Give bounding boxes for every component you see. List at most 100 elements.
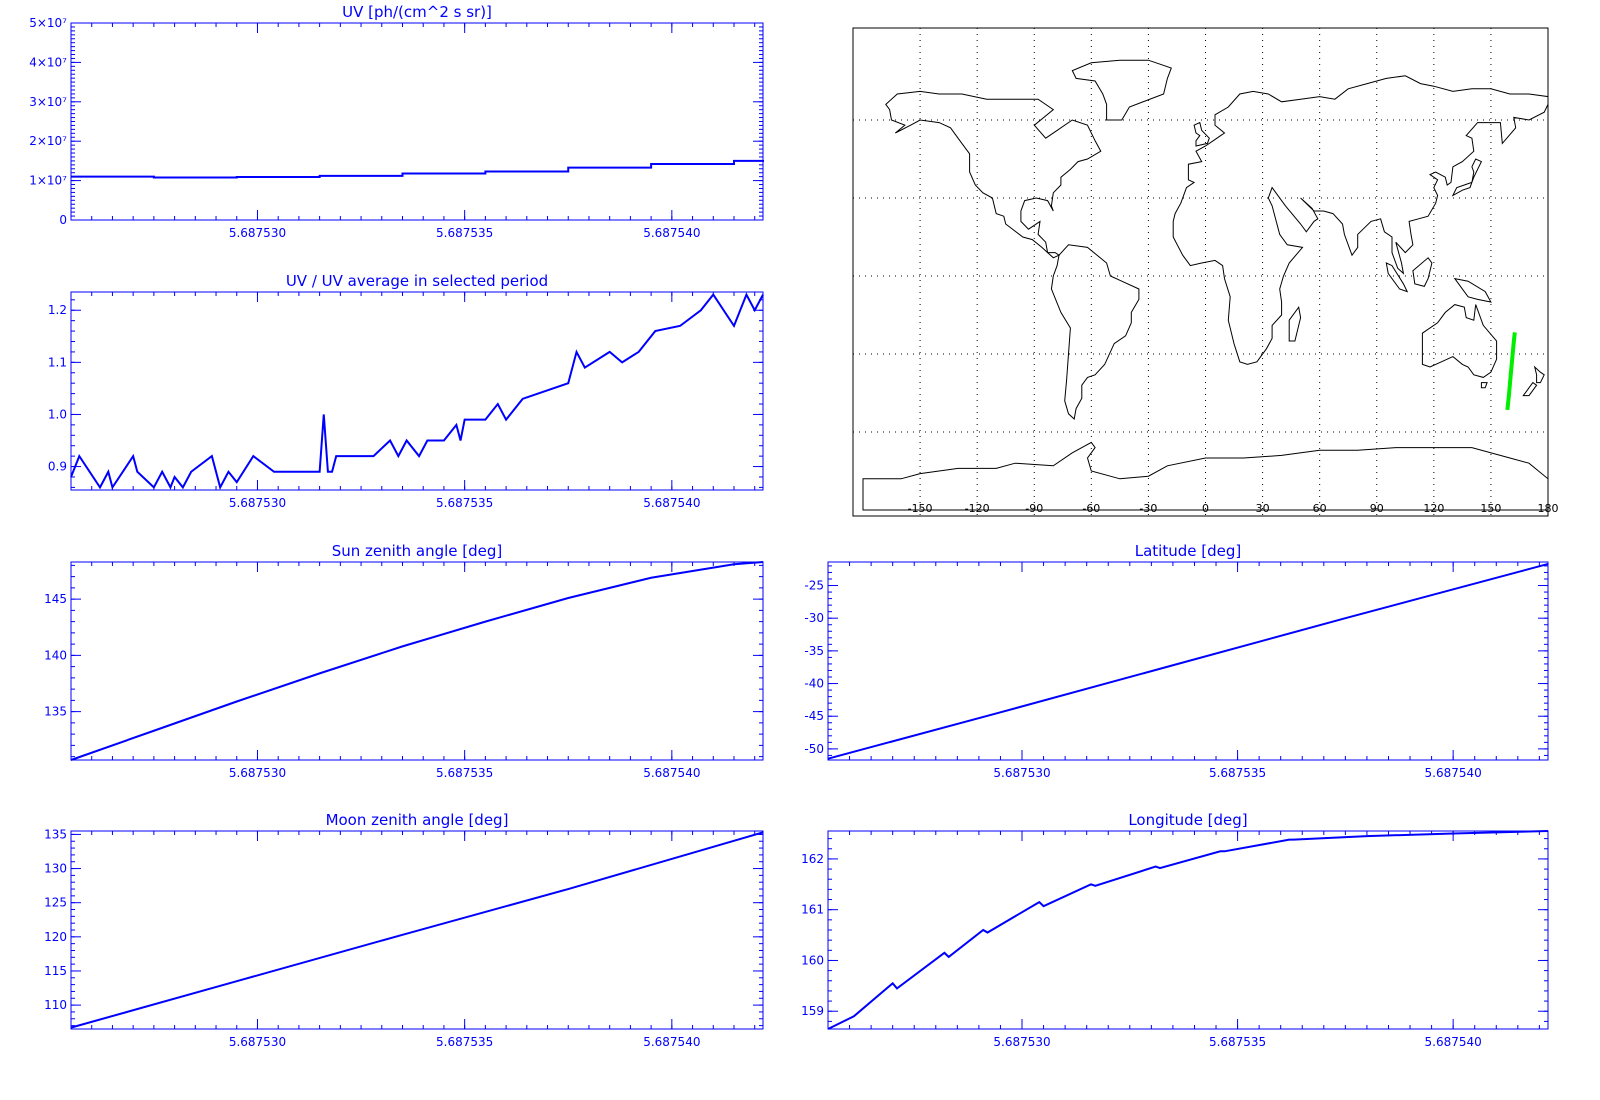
y-tick-label: 110 [44,998,67,1012]
x-tick-label: 5.687530 [993,1035,1050,1049]
coastline-tasmania [1480,382,1488,389]
plot-frame [70,22,764,221]
x-tick-label: 5.687535 [436,496,493,510]
map-grid [853,28,1548,516]
coastline-borneo [1412,257,1433,287]
coastline-north-america [885,90,1102,259]
coastline-new-zealand-north [1533,365,1545,384]
map-lon-label: 120 [1423,502,1444,515]
coastline-antarctica [862,441,1549,511]
chart-uv: UV [ph/(cm^2 s sr)] 5.687530 5.687535 5.687… [29,3,764,240]
y-tick-label: 135 [44,705,67,719]
x-tick-label: 5.687535 [1209,766,1266,780]
chart-title: UV / UV average in selected period [286,272,548,290]
chart-title: Longitude [deg] [1128,811,1247,829]
x-tick-label: 5.687540 [643,226,700,240]
y-tick-label: -40 [804,677,824,691]
y-tick-label: 0 [59,213,67,227]
plot-frame [70,561,764,761]
coastline-africa-europe-asia [1172,75,1549,365]
y-tick-label: 125 [44,896,67,910]
series-line [70,831,764,1029]
map-lon-label: 60 [1313,502,1327,515]
series-line [70,292,764,491]
map-lon-label: -150 [908,502,933,515]
y-tick-label: 161 [801,903,824,917]
map-lon-label: 150 [1480,502,1501,515]
x-tick-label: 5.687535 [436,226,493,240]
y-tick-label: 0.9 [48,460,67,474]
chart-longitude: Longitude [deg] 5.687530 5.687535 5.687540 1… [801,811,1549,1049]
y-tick-label: 1.2 [48,303,67,317]
map-lon-label: -30 [1139,502,1157,515]
world-map: -150 -120 -90 -60 -30 0 30 60 90 120 150 180 [852,27,1559,517]
y-tick-label: 120 [44,930,67,944]
coastline-madagascar [1288,305,1302,342]
map-lon-label: 0 [1202,502,1209,515]
plot-frame [70,291,764,491]
x-tick-label: 5.687535 [1209,1035,1266,1049]
y-tick-label: 145 [44,592,67,606]
coastline-sumatra [1385,262,1409,293]
x-tick-label: 5.687540 [1425,1035,1482,1049]
y-tick-label: 115 [44,964,67,978]
chart-title: Moon zenith angle [deg] [326,811,509,829]
y-tick-label: 135 [44,827,67,841]
y-tick-label: -25 [804,579,824,593]
y-tick-label: -30 [804,611,824,625]
chart-uv-ratio: UV / UV average in selected period 5.6875… [48,272,764,510]
coastline-new-guinea [1453,277,1492,303]
coastline-japan [1451,158,1483,197]
chart-sun-zenith: Sun zenith angle [deg] 5.687530 5.687535 5.… [44,542,764,780]
x-tick-label: 5.687540 [643,1035,700,1049]
y-tick-label: -35 [804,644,824,658]
coastline-south-america [1050,244,1140,420]
y-tick-label: 5×10⁷ [29,16,67,30]
y-tick-label: 4×10⁷ [29,55,67,69]
y-tick-label: -50 [804,742,824,756]
coastline-new-zealand-south [1522,381,1538,397]
map-lon-label: 180 [1538,502,1559,515]
x-tick-label: 5.687530 [229,766,286,780]
x-tick-label: 5.687535 [436,766,493,780]
coastline-australia [1421,304,1498,378]
x-tick-label: 5.687535 [436,1035,493,1049]
map-lon-label: -120 [965,502,990,515]
x-tick-label: 5.687540 [1425,766,1482,780]
x-tick-label: 5.687530 [229,1035,286,1049]
x-tick-label: 5.687540 [643,766,700,780]
chart-moon-zenith: Moon zenith angle [deg] 5.687530 5.687535 5… [44,811,764,1049]
map-lon-label: -60 [1082,502,1100,515]
map-lon-label: 30 [1256,502,1270,515]
y-tick-label: 3×10⁷ [29,95,67,109]
x-tick-label: 5.687530 [229,496,286,510]
y-tick-label: 160 [801,953,824,967]
chart-title: UV [ph/(cm^2 s sr)] [342,3,492,21]
series-line [70,561,764,761]
map-frame [852,27,1549,517]
map-lon-label: -90 [1025,502,1043,515]
y-tick-label: 1.1 [48,355,67,369]
x-tick-label: 5.687530 [993,766,1050,780]
map-lon-label: 90 [1370,502,1384,515]
x-tick-label: 5.687530 [229,226,286,240]
series-line [827,562,1549,760]
ground-track [1505,332,1517,411]
x-tick-label: 5.687540 [643,496,700,510]
y-tick-label: 1.0 [48,407,67,421]
chart-title: Latitude [deg] [1135,542,1241,560]
series-line [827,830,1549,1030]
y-tick-label: 159 [801,1004,824,1018]
coastline-greenland [1071,59,1172,121]
chart-latitude: Latitude [deg] 5.687530 5.687535 5.687540 -5… [804,542,1549,780]
y-tick-label: 162 [801,852,824,866]
y-tick-label: 1×10⁷ [29,174,67,188]
chart-title: Sun zenith angle [deg] [332,542,503,560]
plot-frame [827,561,1549,761]
y-tick-label: 130 [44,862,67,876]
y-tick-label: 2×10⁷ [29,134,67,148]
y-tick-label: 140 [44,648,67,662]
series-line [71,159,764,179]
coastline-britain [1193,121,1210,147]
